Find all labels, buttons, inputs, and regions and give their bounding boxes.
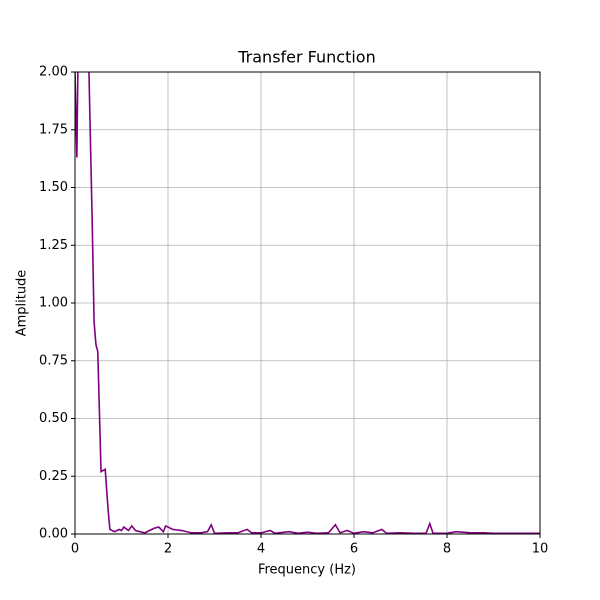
y-axis-label: Amplitude — [15, 270, 30, 337]
y-tick-label: 1.50 — [39, 180, 68, 195]
y-tick-label: 0.75 — [39, 353, 68, 368]
y-tick-label: 0.00 — [39, 527, 68, 542]
x-tick-label: 8 — [443, 542, 451, 557]
plot-frame — [74, 71, 541, 535]
x-axis-label: Frequency (Hz) — [258, 563, 356, 578]
data-line — [75, 72, 540, 534]
x-tick-label: 0 — [71, 542, 79, 557]
y-tick-label: 0.50 — [39, 411, 68, 426]
y-tick-label: 0.25 — [39, 469, 68, 484]
y-tick-label: 1.25 — [39, 238, 68, 253]
y-tick-label: 1.75 — [39, 122, 68, 137]
y-tick-label: 1.00 — [39, 296, 68, 311]
x-tick-label: 6 — [350, 542, 358, 557]
x-tick-label: 2 — [164, 542, 172, 557]
y-tick-label: 2.00 — [39, 65, 68, 80]
x-tick-label: 10 — [532, 542, 549, 557]
x-tick-label: 4 — [257, 542, 265, 557]
chart-title: Transfer Function — [237, 48, 375, 67]
